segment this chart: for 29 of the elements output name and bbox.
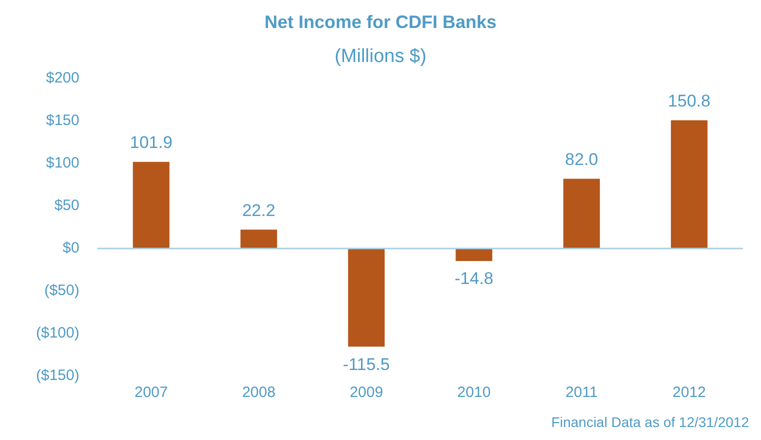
text: Financial Data as of 12/31/2012 [551,414,750,430]
y-tick-label: $0 [62,240,80,257]
bar [563,178,600,248]
chart-title: Net Income for CDFI Banks [264,12,497,32]
y-tick-label: $200 [46,70,80,87]
bar [240,230,278,248]
data-label: 22.2 [242,200,276,220]
x-tick-label: 2012 [672,384,706,402]
data-label: -115.5 [342,354,390,374]
data-label: 82.0 [565,150,598,169]
x-tick-label: 2009 [350,384,384,402]
bar [348,248,385,347]
y-tick-label: $100 [46,154,80,172]
data-label: 150.8 [668,91,710,110]
y-tick-label: ($150) [36,367,80,384]
bar [456,248,492,262]
bar [670,120,708,248]
y-tick-label: ($50) [44,282,80,300]
y-tick-label: ($100) [36,324,80,342]
data-label: 101.9 [130,133,172,152]
x-tick-label: 2008 [242,384,276,402]
y-tick-label: $50 [54,197,80,214]
x-tick-label: 2007 [134,384,168,402]
data-label: -14.8 [454,269,494,288]
bar [132,162,170,248]
chart-subtitle: (Millions $) [334,46,426,68]
y-tick-label: $150 [46,112,80,130]
x-tick-label: 2011 [565,384,598,402]
x-tick-label: 2010 [457,384,491,402]
